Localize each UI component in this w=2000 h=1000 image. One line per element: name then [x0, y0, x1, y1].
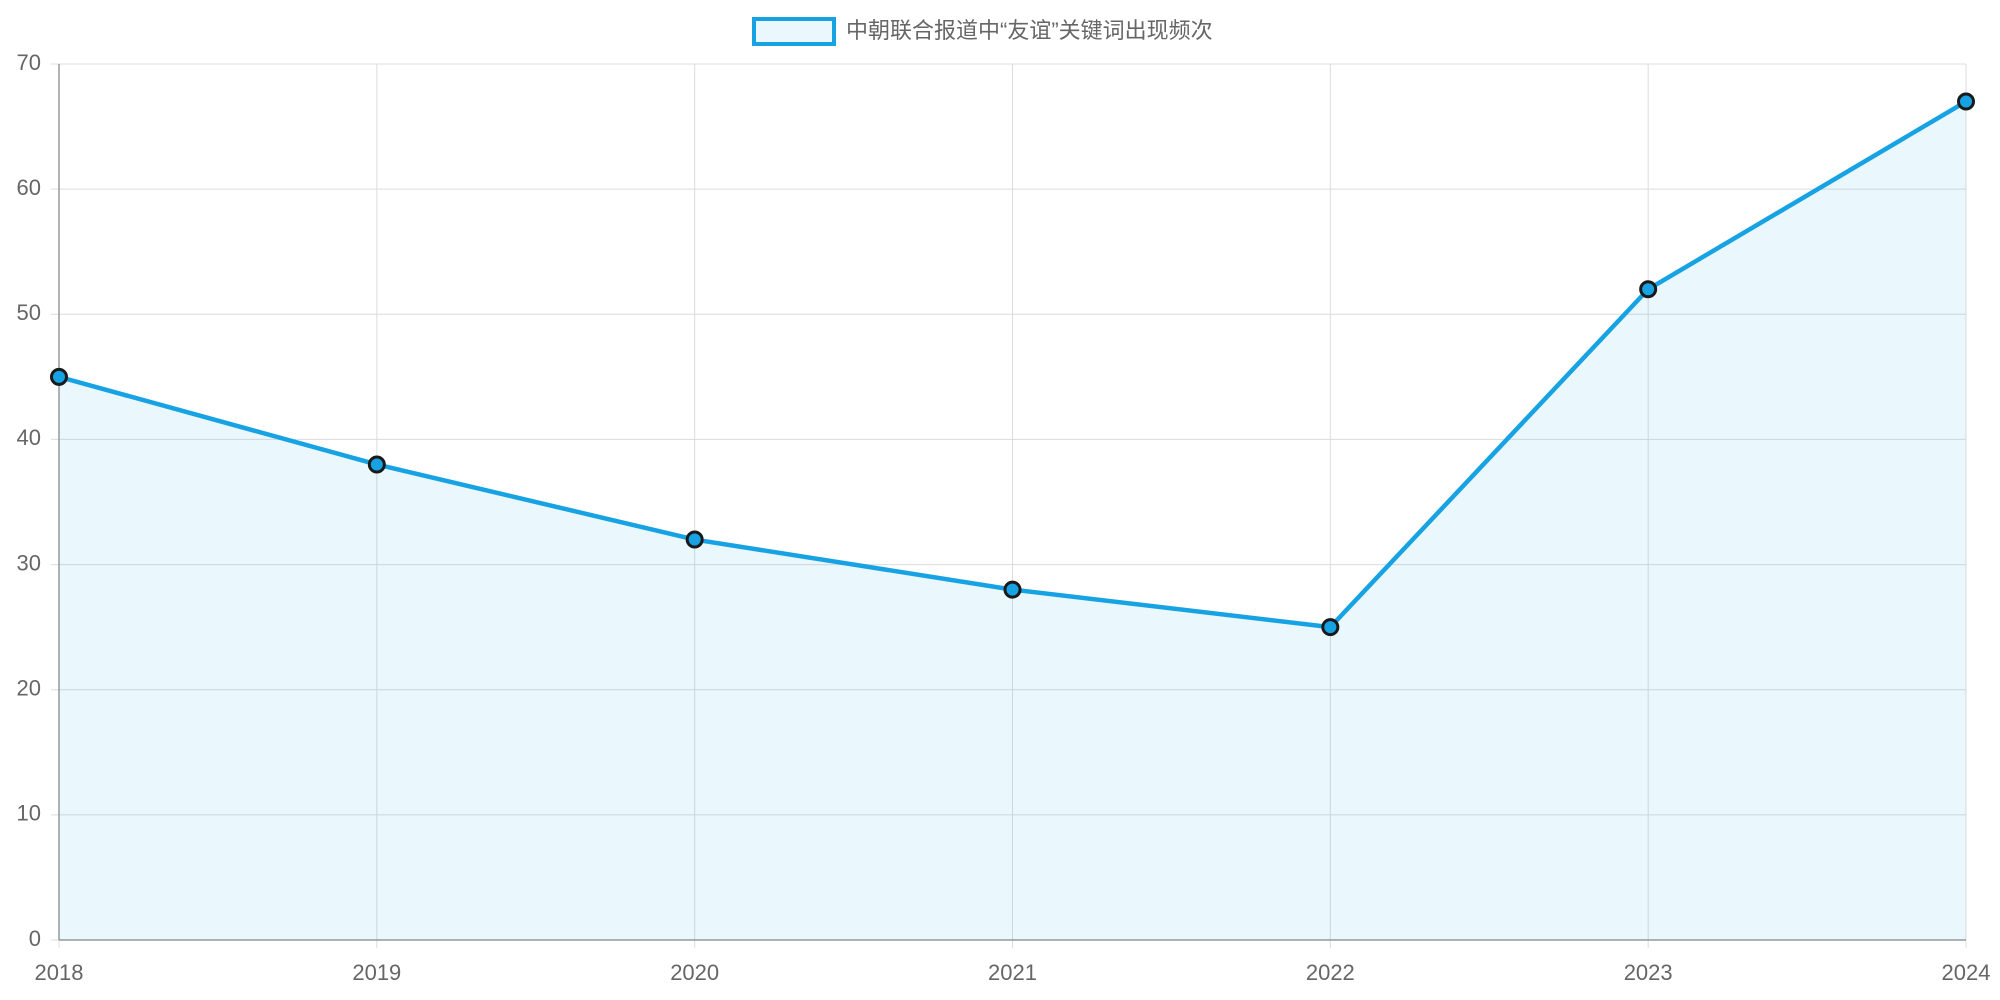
x-tick-label: 2019	[352, 960, 401, 985]
y-tick-label: 60	[17, 175, 41, 200]
y-tick-label: 30	[17, 550, 41, 575]
legend-label: 中朝联合报道中“友谊”关键词出现频次	[846, 18, 1213, 43]
y-tick-label: 50	[17, 300, 41, 325]
y-tick-label: 10	[17, 801, 41, 826]
point	[1321, 618, 1340, 637]
y-tick-label: 70	[17, 50, 41, 75]
x-tick-label: 2022	[1306, 960, 1355, 985]
y-tick-label: 40	[17, 425, 41, 450]
point	[1003, 580, 1022, 599]
point	[367, 455, 386, 474]
x-tick-label: 2024	[1942, 960, 1991, 985]
point	[50, 367, 68, 386]
point	[685, 530, 704, 549]
point	[1957, 92, 1975, 111]
legend-swatch	[752, 17, 836, 46]
y-tick-label: 20	[17, 676, 41, 701]
y-tick-label: 0	[29, 926, 41, 951]
x-tick-label: 2021	[988, 960, 1037, 985]
x-tick-label: 2020	[670, 960, 719, 985]
area	[59, 101, 1966, 941]
x-tick-label: 2023	[1624, 960, 1673, 985]
x-tick-label: 2018	[35, 960, 84, 985]
point	[1639, 280, 1658, 299]
